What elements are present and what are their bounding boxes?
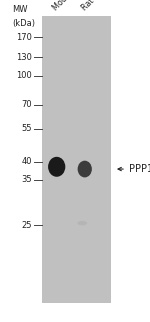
Text: 170: 170 — [16, 33, 32, 42]
Text: 25: 25 — [22, 221, 32, 230]
Text: (kDa): (kDa) — [12, 19, 35, 28]
Text: 55: 55 — [22, 124, 32, 133]
Text: PPP1CB: PPP1CB — [129, 164, 150, 174]
Text: 35: 35 — [22, 175, 32, 184]
Text: 40: 40 — [22, 157, 32, 166]
Text: 130: 130 — [16, 53, 32, 62]
Text: 100: 100 — [16, 71, 32, 80]
Ellipse shape — [78, 161, 92, 177]
Bar — [42, 16, 111, 303]
Text: MW: MW — [12, 5, 27, 14]
Text: Rat brain: Rat brain — [80, 0, 112, 13]
Ellipse shape — [48, 157, 65, 177]
Text: 70: 70 — [22, 100, 32, 109]
Ellipse shape — [77, 221, 87, 225]
Text: Mouse midbrain: Mouse midbrain — [51, 0, 104, 13]
